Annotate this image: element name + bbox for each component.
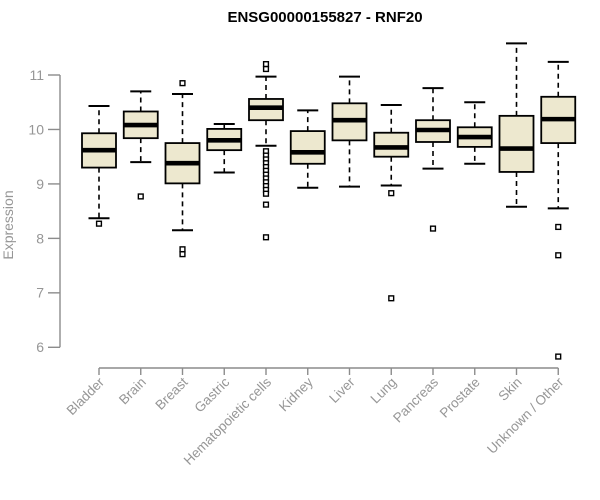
outlier-point xyxy=(262,201,270,208)
boxplot-brain xyxy=(122,90,159,200)
outlier-point xyxy=(555,223,562,231)
iqr-box xyxy=(289,130,326,165)
outlier-point xyxy=(137,193,144,200)
x-tick-label: Brain xyxy=(116,375,149,408)
chart-title: ENSG00000155827 - RNF20 xyxy=(227,9,423,26)
boxplot-prostate xyxy=(456,101,493,165)
boxplot-unknown-other xyxy=(540,60,577,360)
x-tick-label: Skin xyxy=(495,375,524,404)
outlier-point xyxy=(429,225,437,232)
outlier-point xyxy=(262,61,270,68)
outlier-point xyxy=(179,251,186,258)
x-tick-label: Pancreas xyxy=(390,374,441,425)
y-tick-label: 11 xyxy=(29,67,44,83)
x-tick-label: Bladder xyxy=(64,374,108,418)
boxplot-breast xyxy=(164,80,201,258)
x-tick-label: Kidney xyxy=(276,374,316,414)
y-tick-label: 10 xyxy=(28,121,44,137)
boxplot-kidney xyxy=(289,109,326,189)
y-tick-label: 6 xyxy=(36,339,44,355)
outlier-point xyxy=(262,234,270,241)
boxplot-bladder xyxy=(81,105,117,227)
outlier-point xyxy=(555,353,562,360)
y-tick-label: 9 xyxy=(36,176,44,192)
boxplot-liver xyxy=(331,75,368,188)
outlier-point xyxy=(179,246,186,253)
x-tick-label: Liver xyxy=(326,374,358,406)
outlier-point xyxy=(555,252,562,259)
x-tick-label: Breast xyxy=(152,374,190,412)
x-tick-label: Lung xyxy=(368,375,400,407)
outlier-point xyxy=(388,190,395,197)
outlier-point xyxy=(388,295,395,302)
x-tick-label: Prostate xyxy=(437,375,483,421)
iqr-box xyxy=(373,131,410,158)
boxplot-hematopoietic-cells xyxy=(248,61,284,241)
boxplot-skin xyxy=(498,42,535,208)
outlier-point xyxy=(179,80,186,87)
boxplot-lung xyxy=(373,103,410,302)
outlier-point xyxy=(95,220,103,227)
x-tick-label: Unknown / Other xyxy=(484,374,567,457)
boxplot-gastric xyxy=(206,123,243,174)
outlier-point xyxy=(262,65,270,73)
y-tick-label: 8 xyxy=(36,230,44,246)
outlier-point xyxy=(262,190,270,197)
iqr-box xyxy=(498,114,535,173)
y-tick-label: 7 xyxy=(36,285,44,301)
x-tick-label: Gastric xyxy=(192,374,233,415)
boxplot-pancreas xyxy=(415,87,451,232)
